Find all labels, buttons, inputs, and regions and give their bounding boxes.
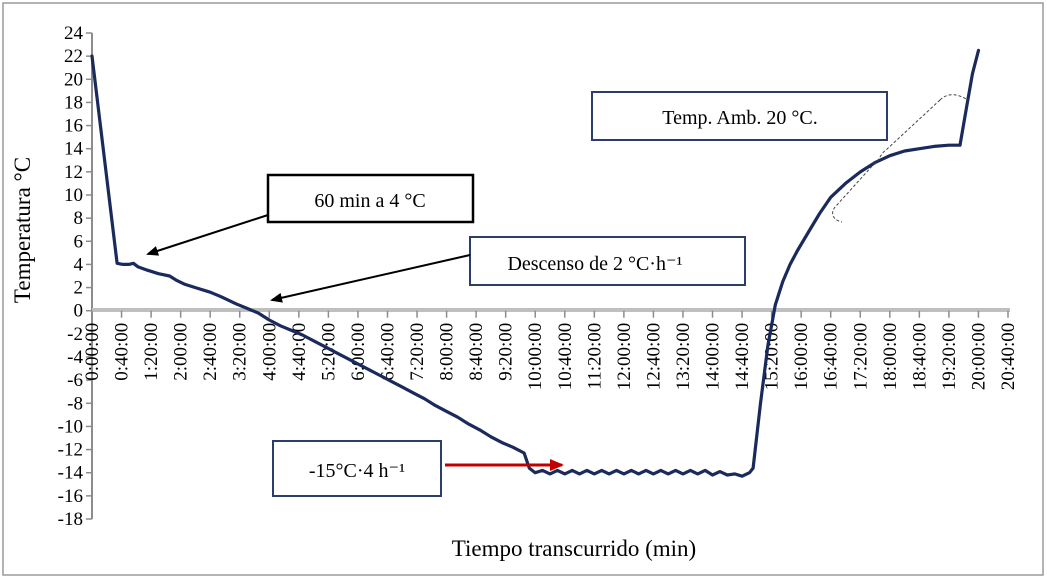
y-tick-label: -8 [67,393,83,414]
x-tick-label: 16:00:00 [791,323,812,391]
y-tick-label: 4 [74,254,84,275]
x-tick-label: 7:20:00 [407,323,428,381]
y-tick-label: 18 [64,92,83,113]
x-tick-label: 14:00:00 [703,323,724,391]
y-tick-label: 22 [64,46,83,67]
annotation-box-temp-amb [591,91,888,141]
x-tick-label: 1:20:00 [141,323,162,381]
x-tick-label: 18:00:00 [880,323,901,391]
x-tick-label: 0:40:00 [112,323,133,381]
y-tick-label: 8 [74,208,84,229]
annotation-arrow-descenso [270,254,471,303]
x-tick-label: 2:40:00 [200,323,221,381]
x-tick-label: 4:00:00 [259,323,280,381]
annotation-descenso: Descenso de 2 °C·h⁻¹ [507,253,682,275]
y-tick-label: 2 [74,278,84,299]
annotation-temp-amb: Temp. Amb. 20 °C. [662,107,818,129]
y-tick-label: 16 [64,116,83,137]
y-tick-label: 20 [64,69,83,90]
x-tick-label: 11:20:00 [584,323,605,390]
annotation-arrow-60min [146,214,269,256]
x-tick-label: 6:00:00 [348,323,369,381]
y-tick-label: 12 [64,162,83,183]
y-tick-label: -4 [67,347,83,368]
x-tick-label: 3:20:00 [230,323,251,381]
y-tick-label: -6 [67,370,83,391]
y-tick-label: -12 [58,440,83,461]
annotation-box-minus15 [272,440,442,497]
x-tick-label: 12:00:00 [614,323,635,391]
annotation-minus15: -15°C·4 h⁻¹ [309,460,405,482]
x-tick-label: 2:00:00 [171,323,192,381]
x-tick-label: 0:00:00 [82,323,103,381]
x-tick-label: 10:00:00 [525,323,546,391]
x-tick-label: 18:40:00 [909,323,930,391]
y-tick-label: 14 [64,139,84,160]
y-tick-label: 10 [64,185,83,206]
y-tick-label: -14 [58,463,84,484]
annotation-60min: 60 min a 4 °C [314,190,425,212]
annotation-brace-temp-amb [832,94,969,223]
x-tick-label: 10:40:00 [555,323,576,391]
x-tick-label: 20:40:00 [998,323,1019,391]
x-tick-label: 14:40:00 [732,323,753,391]
annotation-box-60min [266,173,475,224]
y-tick-label: 24 [64,23,84,44]
x-tick-label: 6:40:00 [377,323,398,381]
y-tick-label: -16 [58,486,83,507]
y-tick-label: -18 [58,509,83,530]
y-axis-title: Temperatura °C [10,157,35,303]
x-tick-label: 20:00:00 [968,323,989,391]
y-ticks: 242220181614121086420-2-4-6-8-10-12-14-1… [58,23,92,530]
x-tick-label: 8:00:00 [437,323,458,381]
y-tick-label: -2 [67,324,83,345]
y-tick-label: 0 [74,301,84,322]
x-tick-label: 19:20:00 [939,323,960,391]
x-tick-label: 8:40:00 [466,323,487,381]
x-tick-label: 17:20:00 [850,323,871,391]
x-tick-label: 5:20:00 [318,323,339,381]
y-tick-label: -10 [58,416,83,437]
x-tick-label: 9:20:00 [496,323,517,381]
y-tick-label: 6 [74,231,84,252]
x-tick-label: 16:40:00 [821,323,842,391]
x-tick-label: 12:40:00 [643,323,664,391]
x-axis-title: Tiempo transcurrido (min) [452,536,696,561]
annotation-box-descenso [469,236,746,286]
x-tick-label: 15:20:00 [762,323,783,391]
x-tick-label: 13:20:00 [673,323,694,391]
temperature-series-line [90,48,981,478]
series-layer [90,48,981,478]
